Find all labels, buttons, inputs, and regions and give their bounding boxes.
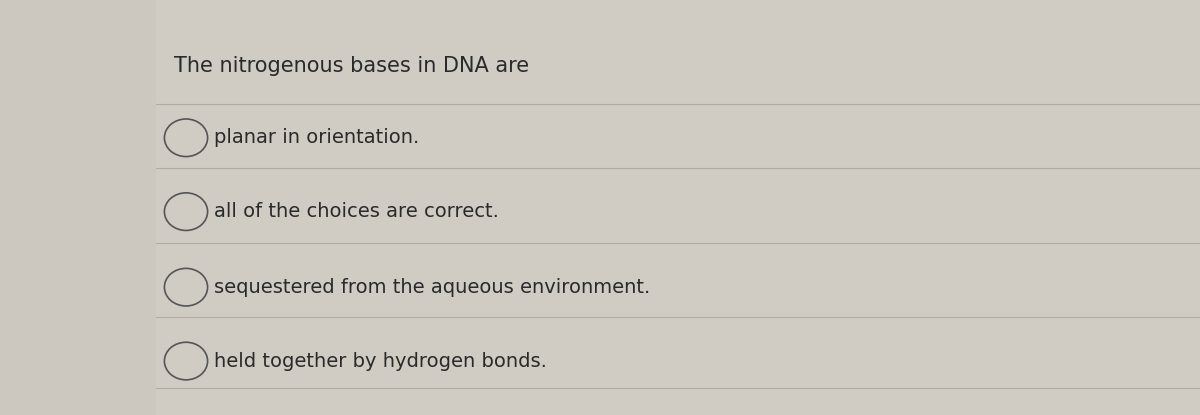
Text: held together by hydrogen bonds.: held together by hydrogen bonds. — [214, 352, 546, 371]
Text: sequestered from the aqueous environment.: sequestered from the aqueous environment… — [214, 278, 650, 297]
Text: The nitrogenous bases in DNA are: The nitrogenous bases in DNA are — [174, 56, 529, 76]
Text: planar in orientation.: planar in orientation. — [214, 128, 419, 147]
FancyBboxPatch shape — [156, 0, 1200, 415]
Text: all of the choices are correct.: all of the choices are correct. — [214, 202, 498, 221]
